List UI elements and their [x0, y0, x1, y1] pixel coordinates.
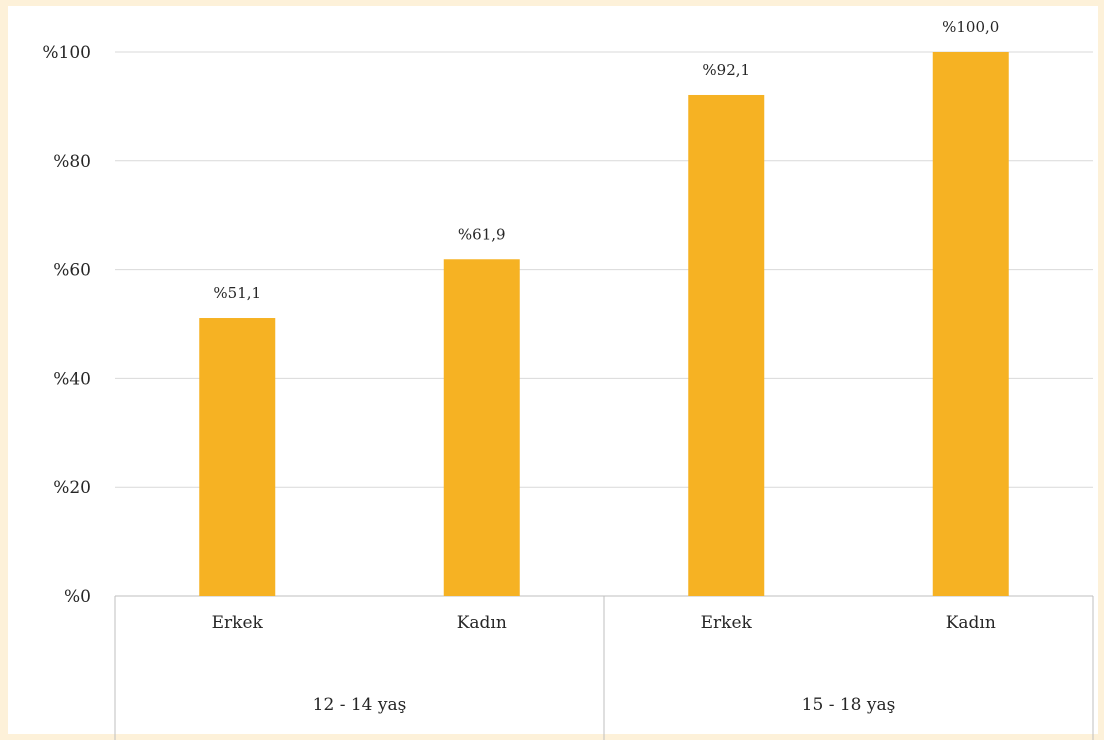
- group-label: 12 - 14 yaş: [313, 695, 407, 715]
- y-tick-label: %60: [53, 261, 91, 281]
- bar: [443, 259, 520, 596]
- category-label: Erkek: [701, 613, 753, 633]
- group-label: 15 - 18 yaş: [802, 695, 896, 715]
- y-tick-label: %40: [53, 369, 91, 389]
- data-label: %100,0: [942, 18, 999, 36]
- category-label: Kadın: [946, 613, 996, 633]
- data-label: %51,1: [213, 284, 261, 302]
- y-tick-label: %0: [64, 587, 91, 607]
- y-tick-label: %80: [53, 152, 91, 172]
- category-label: Erkek: [212, 613, 264, 633]
- y-tick-label: %20: [53, 478, 91, 498]
- bar: [688, 94, 765, 596]
- bar: [932, 52, 1009, 596]
- bar-chart: %0 %20 %40 %60 %80 %100 %51,1 Erkek %61,9 Kadın %9…: [42, 18, 1094, 740]
- data-label: %92,1: [702, 61, 750, 79]
- data-label: %61,9: [458, 225, 506, 243]
- bar: [199, 318, 276, 596]
- category-label: Kadın: [457, 613, 507, 633]
- y-tick-label: %100: [42, 43, 91, 63]
